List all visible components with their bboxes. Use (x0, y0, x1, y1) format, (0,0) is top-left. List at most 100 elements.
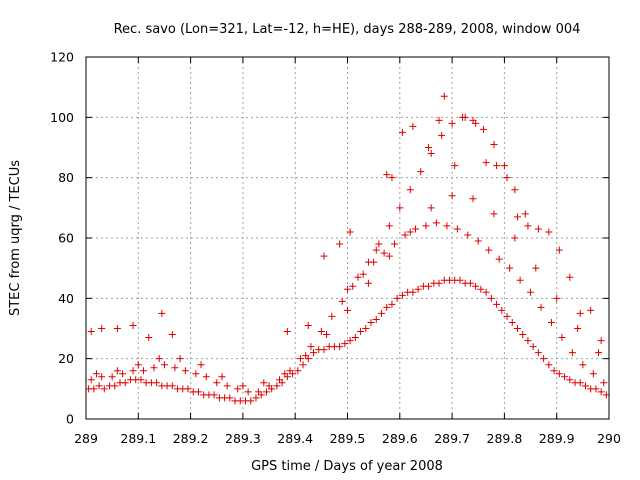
data-point (344, 306, 351, 314)
data-point (443, 222, 451, 230)
data-point (456, 276, 464, 284)
data-point (432, 219, 440, 227)
data-point (435, 279, 443, 287)
data-point (364, 279, 372, 287)
data-point (380, 249, 388, 257)
data-point (464, 231, 472, 239)
axis-ticks: 289 289.1 289.2 289.3 289.4 289.5 289.6 289.7 28… (50, 50, 621, 447)
y-tick-label: 100 (50, 110, 74, 125)
data-point (357, 328, 365, 336)
data-point (145, 334, 153, 342)
data-point (581, 382, 589, 390)
x-tick-label: 289.1 (120, 431, 156, 446)
data-point (98, 373, 106, 381)
data-point (359, 270, 367, 278)
data-point (540, 355, 548, 363)
x-tick-label: 289.4 (277, 431, 313, 446)
x-axis-label: GPS time / Days of year 2008 (251, 459, 443, 474)
data-point (129, 367, 137, 375)
data-point (349, 282, 357, 290)
data-point (296, 355, 304, 363)
data-point (281, 370, 289, 378)
data-point (566, 376, 574, 384)
data-point (427, 150, 435, 158)
data-point (307, 343, 315, 351)
data-point (168, 331, 176, 339)
data-point (595, 349, 603, 357)
data-point (493, 162, 501, 170)
y-tick-label: 120 (50, 50, 74, 65)
data-point (344, 285, 351, 293)
data-point (493, 300, 501, 308)
data-point (150, 364, 158, 372)
data-point (566, 273, 574, 281)
data-point (304, 321, 312, 329)
data-point (92, 370, 100, 378)
data-point (113, 325, 121, 332)
data-point (388, 300, 396, 308)
data-point (597, 388, 605, 396)
data-point (472, 282, 480, 290)
data-point (589, 370, 597, 378)
data-point (181, 367, 189, 375)
data-point (474, 237, 482, 245)
data-point (513, 213, 521, 221)
data-point (338, 297, 346, 305)
data-point (385, 222, 393, 230)
data-point (294, 367, 302, 375)
data-point (158, 309, 166, 317)
x-tick-label: 289.8 (487, 431, 523, 446)
data-point (119, 370, 127, 378)
data-point (545, 361, 553, 369)
data-point (495, 255, 503, 263)
x-tick-label: 289.7 (434, 431, 470, 446)
data-point (398, 128, 406, 136)
data-point (466, 279, 474, 287)
data-point (184, 385, 192, 393)
data-point (320, 252, 328, 260)
data-point (336, 240, 344, 248)
x-tick-label: 289 (74, 431, 98, 446)
data-point (375, 240, 383, 248)
data-point (448, 119, 456, 127)
data-point (160, 361, 168, 369)
data-point (226, 394, 234, 402)
data-point (372, 315, 380, 323)
data-point (134, 361, 142, 369)
data-point (485, 246, 493, 254)
data-point (506, 264, 514, 272)
data-point (479, 125, 487, 133)
data-point (574, 325, 582, 332)
data-point (328, 312, 336, 320)
data-point (140, 367, 148, 375)
data-point (401, 231, 409, 239)
data-point (265, 382, 273, 390)
data-point (354, 273, 362, 281)
data-point (553, 294, 561, 302)
grid-lines (86, 57, 609, 419)
data-point (555, 246, 563, 254)
data-point (545, 228, 553, 236)
data-point (537, 303, 545, 311)
data-point (555, 370, 563, 378)
data-point (422, 222, 430, 230)
data-point (299, 361, 307, 369)
data-point (511, 234, 519, 242)
data-point (396, 204, 404, 212)
data-point (524, 337, 532, 345)
data-point (168, 382, 176, 390)
data-point (579, 361, 587, 369)
data-point (503, 312, 511, 320)
data-point (529, 343, 537, 351)
data-point (534, 349, 542, 357)
data-point (90, 385, 98, 393)
data-point (561, 373, 569, 381)
data-point (451, 162, 459, 170)
chart-title: Rec. savo (Lon=321, Lat=-12, h=HE), days… (114, 22, 581, 37)
data-point (218, 373, 226, 381)
x-tick-label: 289.9 (539, 431, 575, 446)
x-tick-label: 289.5 (330, 431, 366, 446)
data-point (438, 131, 446, 139)
data-point (602, 391, 610, 399)
